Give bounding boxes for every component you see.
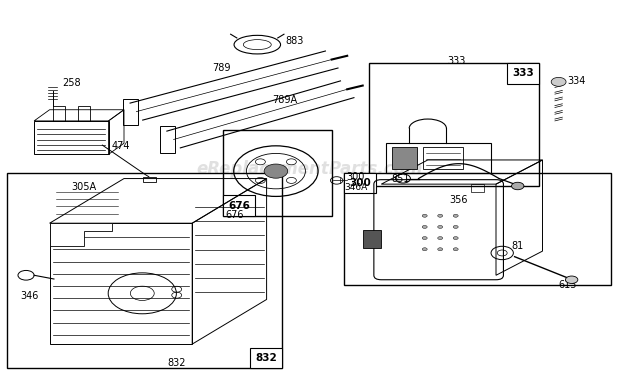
Bar xyxy=(369,63,539,186)
Text: 676: 676 xyxy=(228,201,250,211)
Bar xyxy=(223,195,255,216)
Bar xyxy=(53,106,65,121)
Circle shape xyxy=(422,214,427,217)
Bar xyxy=(78,106,90,121)
Text: 300: 300 xyxy=(349,178,371,188)
Polygon shape xyxy=(50,223,112,246)
Bar xyxy=(223,130,332,216)
Circle shape xyxy=(453,248,458,251)
Text: eReplacementParts.com: eReplacementParts.com xyxy=(197,160,423,178)
Text: 832: 832 xyxy=(167,358,186,368)
Circle shape xyxy=(438,225,443,228)
Text: 832: 832 xyxy=(255,353,277,363)
Text: 333: 333 xyxy=(447,57,466,66)
Text: 474: 474 xyxy=(112,141,130,151)
Circle shape xyxy=(512,182,524,190)
Circle shape xyxy=(565,276,578,283)
Circle shape xyxy=(438,248,443,251)
Text: 789A: 789A xyxy=(273,95,298,105)
Bar xyxy=(250,348,282,368)
Text: 346A: 346A xyxy=(344,183,367,192)
Bar xyxy=(423,147,463,169)
Polygon shape xyxy=(363,230,381,248)
Text: 300: 300 xyxy=(346,172,365,182)
Bar xyxy=(123,99,138,125)
Text: 346: 346 xyxy=(20,291,38,301)
Circle shape xyxy=(453,225,458,228)
Text: 258: 258 xyxy=(62,77,81,87)
Bar xyxy=(143,177,156,182)
Text: 356: 356 xyxy=(450,195,468,205)
Bar xyxy=(7,173,282,368)
Circle shape xyxy=(264,164,288,178)
Circle shape xyxy=(438,214,443,217)
Bar xyxy=(507,63,539,84)
Text: 851: 851 xyxy=(392,174,410,184)
Circle shape xyxy=(453,237,458,240)
Text: 789: 789 xyxy=(213,62,231,73)
Text: 676: 676 xyxy=(225,210,244,220)
Bar xyxy=(386,143,491,173)
Text: 613: 613 xyxy=(558,280,577,290)
Circle shape xyxy=(551,77,566,86)
Text: 81: 81 xyxy=(512,241,524,251)
Circle shape xyxy=(422,237,427,240)
Bar xyxy=(392,147,417,169)
Bar xyxy=(344,173,611,285)
Circle shape xyxy=(422,225,427,228)
Bar xyxy=(160,126,175,153)
Text: 305A: 305A xyxy=(71,182,96,192)
Text: 334: 334 xyxy=(567,76,586,86)
Text: 333: 333 xyxy=(512,68,534,78)
Circle shape xyxy=(422,248,427,251)
Text: 883: 883 xyxy=(285,36,304,46)
Circle shape xyxy=(453,214,458,217)
Circle shape xyxy=(438,237,443,240)
Bar xyxy=(344,173,376,193)
